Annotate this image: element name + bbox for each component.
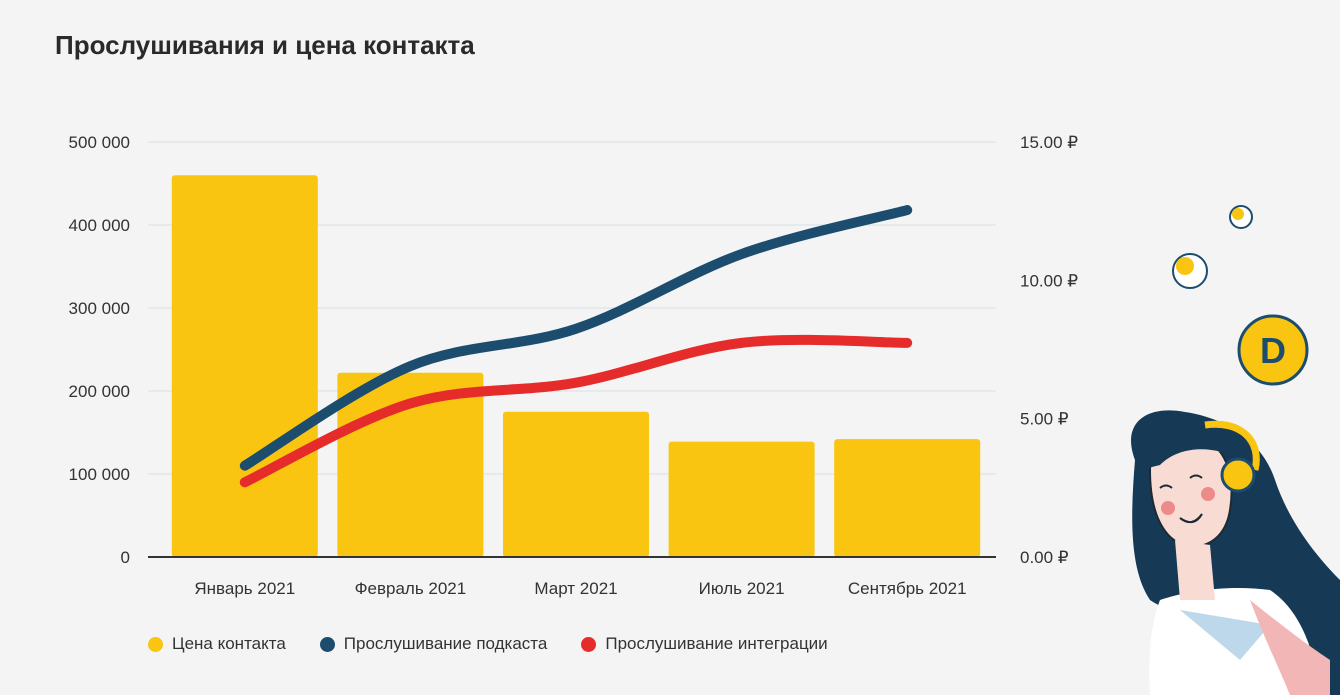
legend-item-podcast: Прослушивание подкаста	[319, 634, 548, 654]
x-tick-label: Июль 2021	[699, 579, 785, 598]
chart-title: Прослушивания и цена контакта	[55, 30, 475, 60]
y-left-tick-label: 200 000	[69, 382, 130, 401]
chart-legend: Цена контакта Прослушивание подкаста Про…	[148, 634, 828, 654]
bar	[668, 441, 815, 557]
x-axis: Январь 2021 Февраль 2021 Март 2021 Июль 202…	[148, 556, 996, 598]
legend-dot-icon	[319, 636, 335, 652]
y-left-tick-label: 300 000	[69, 299, 130, 318]
legend-dot-icon	[581, 636, 597, 652]
badge-letter: D	[1260, 330, 1286, 371]
y-right-tick-label: 0.00 ₽	[1020, 548, 1069, 567]
x-tick-label: Сентябрь 2021	[848, 579, 967, 598]
line-series	[239, 205, 913, 488]
bar	[503, 411, 649, 557]
right-axis: 0.00 ₽ 5.00 ₽ 10.00 ₽ 15.00 ₽	[1020, 133, 1078, 567]
line-integration	[239, 334, 913, 488]
legend-label: Цена контакта	[172, 634, 286, 653]
bar	[834, 439, 981, 557]
y-right-tick-label: 10.00 ₽	[1020, 271, 1078, 290]
y-left-tick-label: 500 000	[69, 133, 130, 152]
legend-label: Прослушивание интеграции	[605, 634, 828, 653]
legend-dot-icon	[148, 636, 163, 652]
y-right-tick-label: 15.00 ₽	[1020, 133, 1078, 152]
legend-item-integration: Прослушивание интеграции	[581, 634, 828, 654]
bubble-icon	[1229, 205, 1253, 229]
left-axis: 0 100 000 200 000 300 000 400 000 500 000	[69, 133, 130, 567]
y-right-tick-label: 5.00 ₽	[1020, 410, 1069, 429]
bubble-icon	[1172, 253, 1208, 289]
x-tick-label: Январь 2021	[194, 579, 295, 598]
line-podcast	[239, 205, 913, 471]
y-left-tick-label: 100 000	[69, 465, 130, 484]
girl-figure-icon	[1131, 410, 1340, 695]
x-tick-label: Март 2021	[534, 579, 617, 598]
y-left-tick-label: 0	[121, 548, 130, 567]
logo-badge-icon: D	[1237, 314, 1309, 386]
legend-item-price: Цена контакта	[148, 634, 286, 654]
x-tick-label: Февраль 2021	[355, 579, 467, 598]
legend-label: Прослушивание подкаста	[343, 634, 548, 653]
y-left-tick-label: 400 000	[69, 216, 130, 235]
